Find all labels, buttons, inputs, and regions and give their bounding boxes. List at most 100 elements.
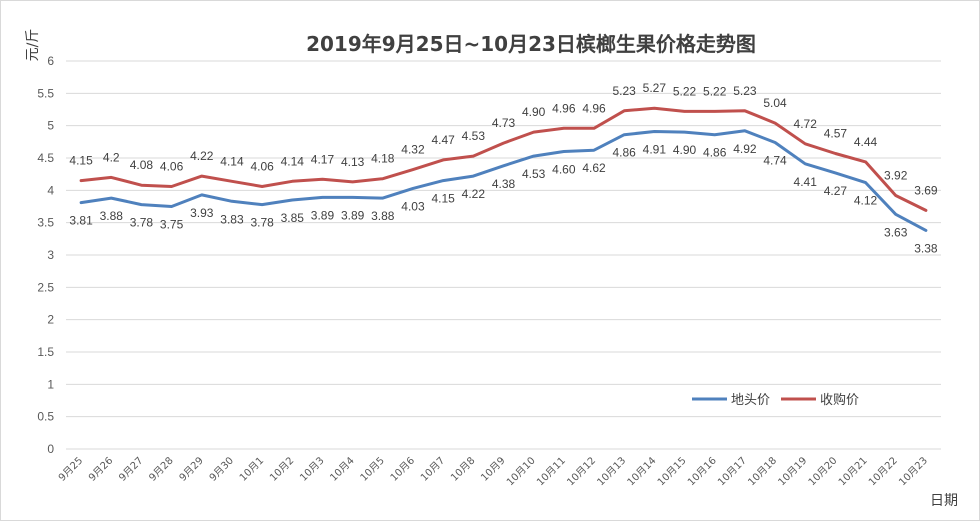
data-label: 3.63 <box>884 225 908 239</box>
chart-title: 2019年9月25日~10月23日槟榔生果价格走势图 <box>306 32 756 56</box>
x-tick-label: 9月26 <box>86 455 115 484</box>
x-tick-label: 9月30 <box>207 455 236 484</box>
data-label: 4.73 <box>492 116 516 130</box>
data-label: 4.03 <box>401 199 425 213</box>
data-label: 3.75 <box>160 218 184 232</box>
data-label: 4.27 <box>824 184 848 198</box>
data-label: 3.83 <box>220 212 244 226</box>
x-tick-label: 10月23 <box>896 455 930 489</box>
x-axis-label: 日期 <box>930 493 958 509</box>
y-axis-ticks: 0 0.5 1 1.5 2 2.5 3 3.5 4 4.5 5 5.5 6 <box>37 54 54 456</box>
x-tick-label: 10月19 <box>776 455 810 489</box>
data-labels: 3.81 3.88 3.78 3.75 3.93 3.83 3.78 3.85 3.89 3.89… <box>69 81 938 255</box>
data-label: 4.22 <box>190 149 214 163</box>
x-tick-label: 10月9 <box>479 455 508 484</box>
data-label: 4.74 <box>763 153 787 167</box>
data-label: 4.96 <box>582 101 606 115</box>
data-label: 3.69 <box>914 183 938 197</box>
x-tick-label: 9月25 <box>56 455 85 484</box>
x-tick-label: 10月12 <box>565 455 599 489</box>
data-label: 4.14 <box>220 154 244 168</box>
data-label: 4.06 <box>160 159 184 173</box>
data-label: 4.14 <box>281 154 305 168</box>
x-tick-label: 10月8 <box>448 455 477 484</box>
y-tick-label: 2 <box>47 313 54 327</box>
legend: 地头价 收购价 <box>692 392 859 408</box>
data-label: 3.78 <box>130 216 154 230</box>
data-label: 4.72 <box>794 117 818 131</box>
data-label: 4.60 <box>552 163 576 177</box>
data-label: 4.18 <box>371 152 395 166</box>
data-label: 5.27 <box>643 81 667 95</box>
data-label: 4.47 <box>431 133 455 147</box>
data-label: 3.81 <box>69 214 93 228</box>
data-label: 3.78 <box>250 216 274 230</box>
data-label: 3.92 <box>884 169 908 183</box>
x-tick-label: 10月10 <box>504 455 538 489</box>
y-tick-label: 2.5 <box>37 280 54 294</box>
data-label: 3.85 <box>281 211 305 225</box>
y-tick-label: 5.5 <box>37 86 54 100</box>
data-label: 4.41 <box>794 175 818 189</box>
data-label: 5.04 <box>763 96 787 110</box>
x-axis-ticks: 9月25 9月26 9月27 9月28 9月29 9月30 10月1 10月2 10月3 10月4… <box>56 455 930 489</box>
data-label: 4.12 <box>854 194 878 208</box>
x-tick-label: 10月21 <box>836 455 870 489</box>
x-tick-label: 10月1 <box>237 455 266 484</box>
data-label: 5.23 <box>733 84 757 98</box>
data-label: 5.22 <box>703 84 727 98</box>
x-tick-label: 10月3 <box>298 455 327 484</box>
data-label: 4.13 <box>341 155 365 169</box>
data-label: 3.93 <box>190 206 214 220</box>
y-tick-label: 3.5 <box>37 216 54 230</box>
data-label: 4.17 <box>311 152 335 166</box>
x-tick-label: 9月28 <box>147 455 176 484</box>
x-tick-label: 9月27 <box>116 455 145 484</box>
data-label: 3.89 <box>311 208 335 222</box>
x-tick-label: 10月20 <box>806 455 840 489</box>
x-tick-label: 10月4 <box>328 455 357 484</box>
data-label: 4.53 <box>522 167 546 181</box>
x-tick-label: 9月29 <box>177 455 206 484</box>
data-label: 4.96 <box>552 101 576 115</box>
data-label: 4.57 <box>824 126 848 140</box>
data-label: 4.08 <box>130 158 154 172</box>
data-label: 4.15 <box>69 154 93 168</box>
data-label: 5.23 <box>613 84 637 98</box>
y-tick-label: 5 <box>47 119 54 133</box>
data-label: 4.53 <box>462 129 486 143</box>
y-tick-label: 4.5 <box>37 151 54 165</box>
data-label: 3.89 <box>341 208 365 222</box>
data-label: 4.2 <box>103 150 120 164</box>
x-tick-label: 10月5 <box>358 455 387 484</box>
data-label: 4.15 <box>431 192 455 206</box>
x-tick-label: 10月17 <box>715 455 749 489</box>
data-label: 3.88 <box>371 209 395 223</box>
data-label: 3.88 <box>100 209 124 223</box>
series-lines <box>79 106 928 232</box>
data-label: 4.38 <box>492 177 516 191</box>
x-tick-label: 10月15 <box>655 455 689 489</box>
y-axis-label: 元/斤 <box>25 29 41 62</box>
series-line-1 <box>79 129 928 232</box>
data-label: 4.32 <box>401 143 425 157</box>
data-label: 4.86 <box>703 146 727 160</box>
y-tick-label: 1 <box>47 377 54 391</box>
data-label: 4.86 <box>613 146 637 160</box>
y-tick-label: 4 <box>47 183 54 197</box>
y-tick-label: 0.5 <box>37 410 54 424</box>
legend-label: 收购价 <box>820 392 859 408</box>
x-tick-label: 10月22 <box>866 455 900 489</box>
y-tick-label: 3 <box>47 248 54 262</box>
x-tick-label: 10月18 <box>746 455 780 489</box>
series-line-2 <box>79 106 928 212</box>
x-tick-label: 10月7 <box>418 455 447 484</box>
x-tick-label: 10月13 <box>595 455 629 489</box>
y-tick-label: 1.5 <box>37 345 54 359</box>
data-label: 4.44 <box>854 135 878 149</box>
y-tick-label: 0 <box>47 442 54 456</box>
x-tick-label: 10月2 <box>267 455 296 484</box>
x-tick-label: 10月6 <box>388 455 417 484</box>
